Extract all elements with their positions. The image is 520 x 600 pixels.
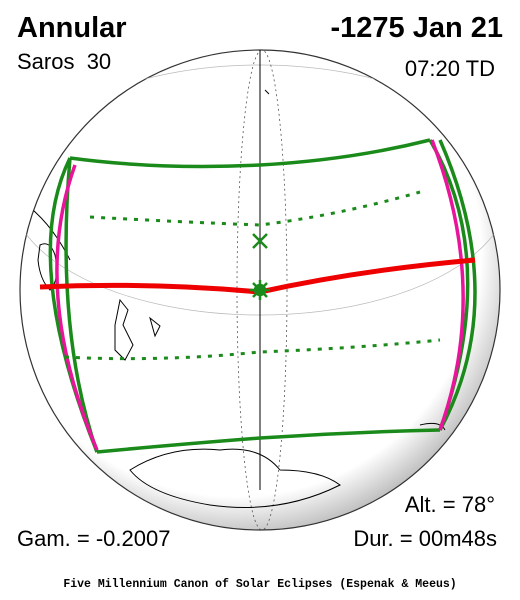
eclipse-type: Annular bbox=[17, 12, 127, 44]
altitude: Alt. = 78° bbox=[405, 492, 495, 517]
credit: Five Millennium Canon of Solar Eclipses … bbox=[63, 578, 456, 591]
duration: Dur. = 00m48s bbox=[353, 526, 497, 551]
antarctica bbox=[129, 448, 341, 508]
greatest-eclipse-mark bbox=[250, 280, 270, 300]
edge-band bbox=[478, 99, 500, 171]
gamma: Gam. = -0.2007 bbox=[17, 526, 170, 551]
date: -1275 Jan 21 bbox=[330, 12, 503, 44]
eclipse-paths bbox=[39, 138, 477, 454]
greatest-duration-mark bbox=[252, 233, 268, 249]
time: 07:20 TD bbox=[405, 56, 495, 81]
meridian-limits bbox=[236, 50, 288, 530]
saros: Saros 30 bbox=[17, 49, 111, 74]
